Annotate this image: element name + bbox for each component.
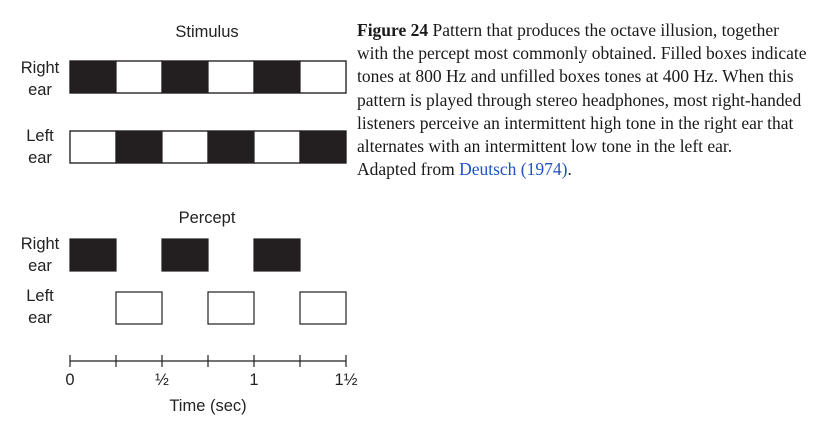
stimulus-right-ear-label: Right	[21, 59, 60, 77]
stimulus-left-ear-label: Left	[26, 127, 54, 145]
percept-left-ear-track	[115, 291, 347, 325]
percept-left-ear-label: Left	[26, 287, 54, 305]
stimulus-left-high-tone-box	[207, 130, 255, 164]
stimulus-left-high-tone-box	[115, 130, 163, 164]
stimulus-left-low-tone-box	[253, 130, 301, 164]
stimulus-right-ear-track	[69, 60, 347, 94]
percept-right-ear-label-line2: ear	[28, 257, 52, 275]
stimulus-right-high-tone-box	[253, 60, 301, 94]
stimulus-title: Stimulus	[175, 23, 238, 41]
time-axis-title: Time (sec)	[169, 397, 246, 415]
stimulus-right-high-tone-box	[69, 60, 117, 94]
stimulus-right-low-tone-box	[115, 60, 163, 94]
figure-label: Figure 24	[357, 20, 429, 40]
percept-left-ear-label-line2: ear	[28, 309, 52, 327]
stimulus-left-track-outline	[69, 130, 347, 164]
percept-right-ear-label: Right	[21, 235, 60, 253]
stimulus-right-low-tone-box	[299, 60, 347, 94]
percept-right-ear-track	[69, 238, 301, 272]
stimulus-left-ear-label-line2: ear	[28, 149, 52, 167]
stimulus-right-ear-label-line2: ear	[28, 81, 52, 99]
percept-title: Percept	[179, 209, 236, 227]
reference-link[interactable]: Deutsch (1974)	[459, 159, 568, 180]
percept-left-low-tone-box	[115, 291, 163, 325]
percept-right-high-tone-box	[161, 238, 209, 272]
stimulus-left-high-tone-box	[299, 130, 347, 164]
figure-caption: Figure 24 Pattern that produces the octa…	[357, 19, 809, 181]
caption-body: Pattern that produces the octave illusio…	[357, 20, 807, 157]
time-axis-tick-label-1: 1	[249, 371, 258, 389]
octave-illusion-diagram: Stimulus Right ear Left ear Percept Righ…	[21, 23, 358, 415]
time-axis-tick-label-0: 0	[65, 371, 74, 389]
percept-left-low-tone-box	[207, 291, 255, 325]
stimulus-right-track-outline	[69, 60, 347, 94]
stimulus-left-low-tone-box	[161, 130, 209, 164]
stimulus-left-ear-track	[69, 130, 347, 164]
stimulus-right-high-tone-box	[161, 60, 209, 94]
time-axis-ticks	[69, 355, 347, 367]
caption-adapted-prefix: Adapted from	[357, 159, 460, 180]
stimulus-left-low-tone-box	[69, 130, 117, 164]
time-axis-tick-label-1-half: 1½	[335, 371, 358, 389]
caption-adapted-suffix: .	[567, 159, 572, 180]
percept-left-low-tone-box	[299, 291, 347, 325]
percept-right-high-tone-box	[253, 238, 301, 272]
percept-right-high-tone-box	[69, 238, 117, 272]
time-axis-tick-label-half: ½	[155, 371, 169, 389]
stimulus-right-low-tone-box	[207, 60, 255, 94]
